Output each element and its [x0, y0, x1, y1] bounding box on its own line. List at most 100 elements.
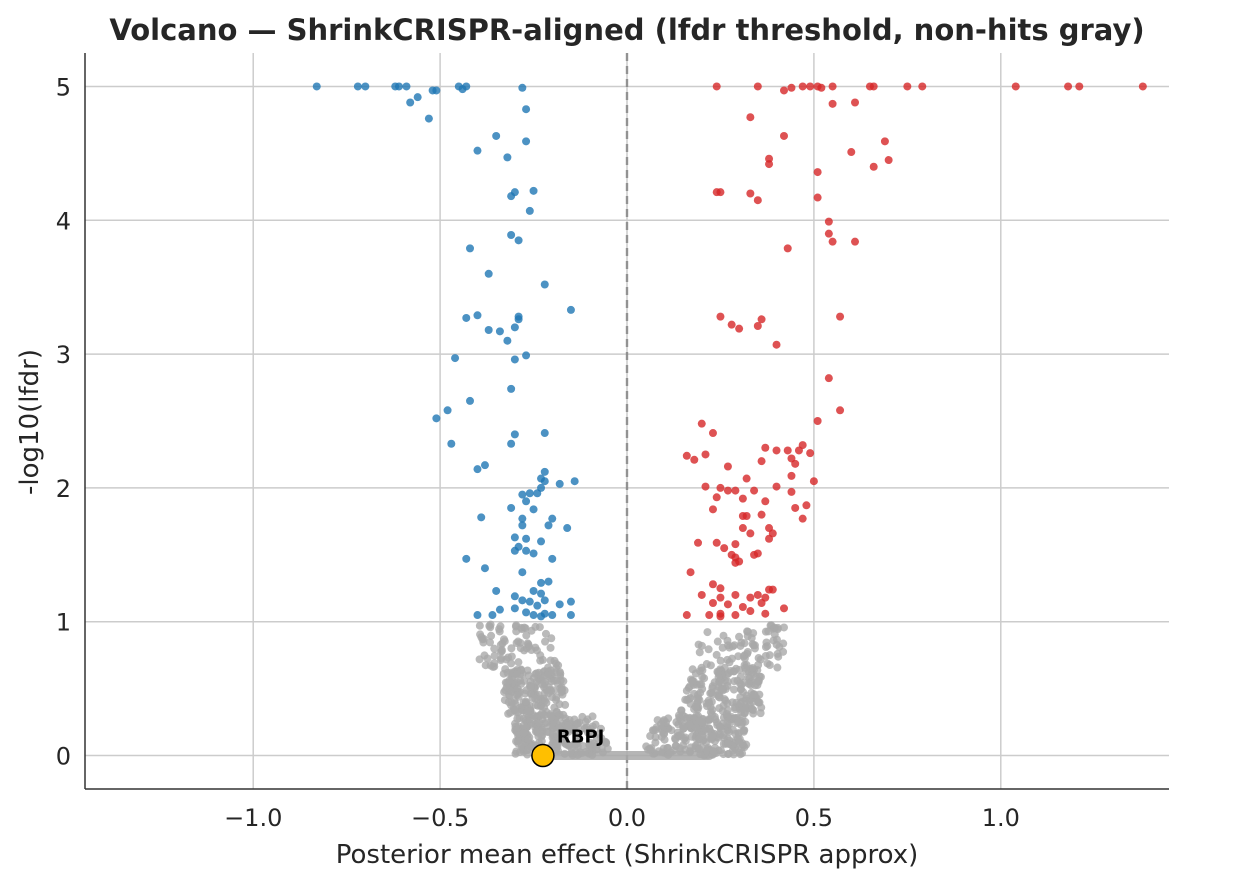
- positive-hit-point: [787, 487, 796, 496]
- positive-hit-point: [708, 580, 717, 589]
- negative-hit-point: [529, 186, 538, 195]
- negative-hit-point: [488, 611, 497, 620]
- positive-hit-point: [851, 237, 860, 246]
- positive-hit-point: [731, 540, 740, 549]
- non-hit-point: [726, 666, 735, 675]
- positive-hit-point: [731, 590, 740, 599]
- negative-hit-point: [510, 604, 519, 613]
- non-hit-point: [646, 746, 655, 755]
- positive-hit-point: [716, 483, 725, 492]
- non-hit-point: [750, 690, 759, 699]
- non-hit-point: [677, 706, 686, 715]
- x-tick-label: 0.0: [608, 804, 646, 832]
- non-hit-point: [602, 738, 611, 747]
- non-hit-point: [485, 638, 494, 647]
- non-hit-point: [536, 656, 545, 665]
- non-hit-point: [708, 706, 717, 715]
- positive-hit-point: [716, 593, 725, 602]
- non-hit-point: [686, 694, 695, 703]
- non-hit-point: [679, 722, 688, 731]
- positive-hit-point: [903, 82, 912, 91]
- positive-hit-point: [735, 324, 744, 333]
- non-hit-point: [475, 621, 484, 630]
- negative-hit-point: [462, 554, 471, 563]
- non-hit-point: [702, 660, 711, 669]
- non-hit-point: [514, 658, 523, 667]
- non-hit-point: [524, 735, 533, 744]
- negative-hit-point: [361, 82, 370, 91]
- positive-hit-point: [708, 598, 717, 607]
- non-hit-point: [735, 632, 744, 641]
- negative-hit-point: [522, 608, 531, 617]
- non-hit-point: [720, 663, 729, 672]
- non-hit-point: [715, 693, 724, 702]
- negative-hit-point: [529, 505, 538, 514]
- non-hit-point: [540, 703, 549, 712]
- non-hit-point: [516, 638, 525, 647]
- positive-hit-point: [701, 482, 710, 491]
- positive-hit-point: [757, 510, 766, 519]
- positive-hit-point: [813, 193, 822, 202]
- non-hit-point: [497, 647, 506, 656]
- positive-hit-point: [824, 374, 833, 383]
- non-hit-point: [718, 643, 727, 652]
- negative-hit-point: [529, 549, 538, 558]
- positive-hit-point: [836, 406, 845, 415]
- positive-hit-point: [727, 320, 736, 329]
- negative-hit-point: [492, 131, 501, 140]
- non-hit-point: [763, 642, 772, 651]
- non-hit-point: [546, 643, 555, 652]
- non-hit-point: [561, 700, 570, 709]
- positive-hit-point: [723, 462, 732, 471]
- non-hit-point: [736, 699, 745, 708]
- negative-hit-point: [473, 611, 482, 620]
- negative-hit-point: [510, 355, 519, 364]
- non-hit-point: [593, 740, 602, 749]
- positive-hit-point: [798, 514, 807, 523]
- negative-hit-point: [477, 513, 486, 522]
- positive-hit-point: [705, 611, 714, 620]
- y-tick-label: 0: [56, 743, 71, 771]
- positive-hit-point: [869, 162, 878, 171]
- positive-hit-point: [761, 443, 770, 452]
- negative-hit-point: [312, 82, 321, 91]
- positive-hit-point: [783, 446, 792, 455]
- non-hit-point: [765, 651, 774, 660]
- non-hit-point: [729, 685, 738, 694]
- positive-hit-point: [716, 584, 725, 593]
- negative-hit-point: [480, 564, 489, 573]
- non-hit-point: [519, 728, 528, 737]
- non-hit-point: [773, 649, 782, 658]
- positive-hit-point: [851, 98, 860, 107]
- non-hit-point: [652, 723, 661, 732]
- x-tick-label: 1.0: [982, 804, 1020, 832]
- negative-hit-point: [353, 82, 362, 91]
- y-axis-label: -log10(lfdr): [15, 349, 45, 495]
- non-hit-point: [513, 691, 522, 700]
- non-hit-point: [687, 732, 696, 741]
- positive-hit-point: [746, 189, 755, 198]
- non-hit-point: [535, 718, 544, 727]
- positive-hit-point: [731, 486, 740, 495]
- negative-hit-point: [525, 489, 534, 498]
- non-hit-point: [750, 644, 759, 653]
- positive-hit-point: [869, 82, 878, 91]
- negative-hit-point: [522, 534, 531, 543]
- positive-hit-point: [802, 501, 811, 510]
- positive-hit-point: [753, 549, 762, 558]
- negative-hit-point: [406, 98, 415, 107]
- non-hit-point: [513, 714, 522, 723]
- non-hit-point: [477, 633, 486, 642]
- non-hit-point: [773, 663, 782, 672]
- positive-hit-point: [806, 449, 815, 458]
- negative-hit-point: [537, 537, 546, 546]
- non-hit-point: [556, 669, 565, 678]
- non-hit-point: [507, 644, 516, 653]
- non-hit-point: [541, 637, 550, 646]
- negative-hit-point: [540, 477, 549, 486]
- negative-hit-point: [413, 93, 422, 102]
- positive-hit-point: [712, 538, 721, 547]
- negative-hit-point: [525, 597, 534, 606]
- positive-hit-point: [757, 598, 766, 607]
